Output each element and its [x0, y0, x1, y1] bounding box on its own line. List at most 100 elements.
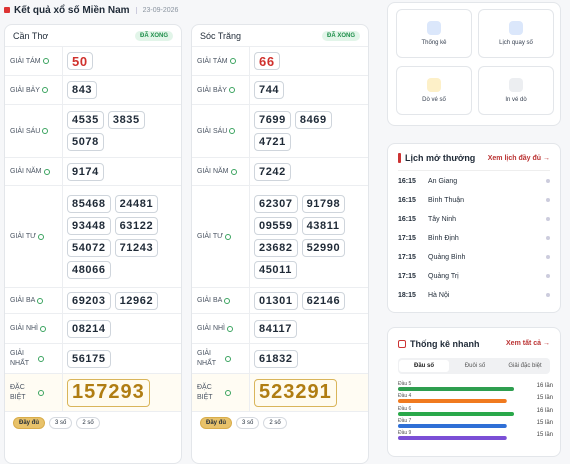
- draw-time: 17:15: [398, 234, 416, 242]
- info-icon: [38, 389, 44, 396]
- prize-name: GIẢI NHẤT: [197, 349, 217, 367]
- heading-icon: [398, 153, 401, 163]
- stats-tab[interactable]: Giải đặc biệt: [508, 363, 542, 369]
- prize-row: ĐẶC BIỆT 157293: [5, 374, 181, 412]
- page: Kết quả xổ số Miền Nam 23-09-2026 Cần Th…: [4, 2, 561, 464]
- filter-button[interactable]: 3 số: [49, 417, 73, 429]
- prize-label: GIẢI TÁM: [192, 47, 250, 75]
- province-name: Tây Ninh: [428, 215, 457, 223]
- draw-time: 16:15: [398, 177, 416, 185]
- prize-numbers: 744: [250, 76, 346, 104]
- stats-tab[interactable]: Đầu số: [399, 360, 449, 372]
- tool-button[interactable]: Thống kê: [396, 9, 472, 58]
- stats-tab[interactable]: Đuôi số: [464, 363, 486, 369]
- prize-name: GIẢI NHẤT: [10, 349, 30, 367]
- prize-numbers: 66: [250, 47, 346, 75]
- prize-row: GIẢI TƯ 85468 24481 93448 63122 54072 71243 480…: [5, 186, 181, 288]
- stats-link[interactable]: Xem tất cả →: [506, 340, 550, 347]
- prize-numbers: 01301 62146: [250, 288, 346, 313]
- tool-button[interactable]: In vé dò: [478, 66, 554, 115]
- stat-row: Đầu 7 15 lần: [398, 418, 553, 430]
- stat-row: Đầu 9 15 lần: [398, 430, 553, 442]
- prize-name: GIẢI TƯ: [197, 233, 224, 240]
- prize-name: ĐẶC BIỆT: [10, 383, 26, 401]
- prize-name: GIẢI NHÌ: [197, 325, 226, 332]
- draw-time: 17:15: [398, 272, 416, 280]
- result-number: 61832: [254, 349, 298, 368]
- province-name: Sóc Trăng: [200, 30, 242, 41]
- prize-row: ĐẶC BIỆT 523291: [192, 374, 368, 412]
- province-name: Hà Nội: [428, 291, 450, 299]
- prize-numbers: 157293: [63, 374, 159, 411]
- info-icon: [37, 297, 44, 304]
- draw-time: 18:15: [398, 291, 416, 299]
- info-icon: [228, 87, 235, 93]
- result-number: 843: [67, 81, 98, 99]
- status-dot: [546, 293, 550, 297]
- result-number: 85468: [67, 194, 111, 213]
- result-number: 24481: [114, 194, 159, 213]
- prize-label: GIẢI NHÌ: [192, 314, 250, 343]
- tool-icon[interactable]: [427, 21, 441, 35]
- result-number: 63122: [114, 216, 159, 235]
- stat-row: Đầu 4 15 lần: [398, 393, 553, 405]
- result-number: 09559: [254, 216, 298, 235]
- schedule-title: Lịch mở thưởng: [405, 153, 476, 163]
- tool-label[interactable]: Thống kê: [421, 40, 447, 46]
- tool-button[interactable]: Lịch quay số: [478, 9, 554, 58]
- prize-name: GIẢI TÁM: [10, 57, 41, 65]
- tool-icon[interactable]: [427, 78, 441, 92]
- status-dot: [546, 179, 550, 183]
- prize-label: GIẢI BA: [5, 288, 63, 313]
- result-number: 01301: [254, 291, 298, 310]
- result-filters: Đầy đủ 3 số 2 số: [5, 412, 181, 434]
- prize-numbers: 7699 8469 4721: [250, 105, 346, 157]
- info-icon: [224, 297, 231, 304]
- result-number: 62307: [254, 194, 298, 213]
- tool-button[interactable]: Dò vé số: [396, 66, 472, 115]
- filter-button[interactable]: 3 số: [236, 417, 260, 429]
- stats-heading: Thống kê nhanh: [398, 339, 480, 349]
- prize-row: GIẢI NHÌ 84117: [192, 314, 368, 344]
- prize-label: ĐẶC BIỆT: [5, 374, 63, 411]
- prize-numbers: 85468 24481 93448 63122 54072 71243 48066: [63, 186, 159, 287]
- result-number: 50: [67, 52, 93, 70]
- draw-time: 17:15: [398, 253, 416, 261]
- info-icon: [227, 325, 234, 332]
- status-dot: [546, 255, 550, 259]
- status-badge: ĐÃ XONG: [134, 30, 173, 41]
- prize-row: GIẢI SÁU 7699 8469 4721: [192, 105, 368, 158]
- prize-row: GIẢI NĂM 7242: [192, 158, 368, 186]
- prize-numbers: 50: [63, 47, 159, 75]
- status-dot: [546, 236, 550, 240]
- info-icon: [225, 389, 231, 396]
- tool-label[interactable]: In vé dò: [505, 97, 527, 103]
- info-icon: [229, 128, 236, 134]
- schedule-heading: Lịch mở thưởng: [398, 153, 475, 163]
- tool-icon[interactable]: [509, 21, 523, 35]
- filter-button[interactable]: Đầy đủ: [13, 417, 46, 429]
- stat-label: Đầu 5: [398, 381, 412, 387]
- schedule-link[interactable]: Xem lịch đầy đủ →: [487, 155, 550, 162]
- prize-name: GIẢI NĂM: [10, 168, 42, 175]
- tool-icon[interactable]: [509, 78, 523, 92]
- info-icon: [41, 87, 48, 93]
- result-number: 91798: [301, 194, 346, 213]
- link-text[interactable]: Xem tất cả: [506, 340, 542, 347]
- prize-row: GIẢI BẢY 843: [5, 76, 181, 105]
- link-text[interactable]: Xem lịch đầy đủ: [487, 155, 542, 162]
- prize-numbers: 62307 91798 09559 43811 23682 52990 45011: [250, 186, 346, 287]
- filter-button[interactable]: 2 số: [76, 417, 100, 429]
- filter-button[interactable]: 2 số: [263, 417, 287, 429]
- stat-count: 16 lần: [536, 383, 553, 389]
- info-icon: [40, 325, 47, 332]
- filter-button[interactable]: Đầy đủ: [200, 417, 233, 429]
- tool-label[interactable]: Lịch quay số: [499, 40, 533, 46]
- prize-name: GIẢI NHÌ: [10, 325, 39, 332]
- prize-label: GIẢI NHẤT: [5, 344, 63, 373]
- result-number: 8469: [294, 111, 332, 129]
- schedule-row: 16:15 Tây Ninh: [398, 212, 550, 226]
- tool-label[interactable]: Dò vé số: [422, 97, 446, 103]
- province-header: Sóc Trăng ĐÃ XONG: [192, 25, 368, 47]
- stat-row: Đầu 6 16 lần: [398, 406, 553, 418]
